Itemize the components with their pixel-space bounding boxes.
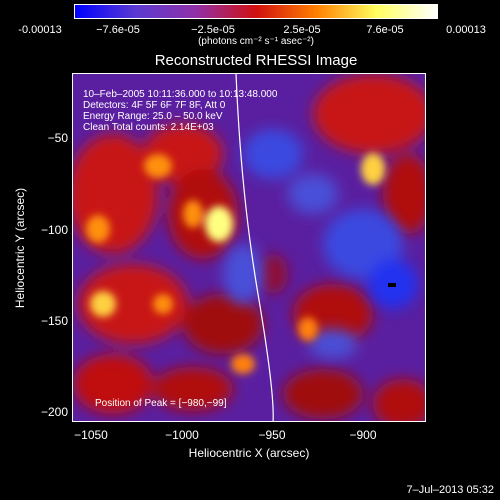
colorbar-gradient: [75, 5, 437, 18]
solar-limb-line: [235, 74, 274, 421]
x-tick-label: −900: [349, 428, 377, 442]
colorbar-tick-label: 7.6e-05: [366, 24, 404, 36]
colorbar-tick-label: −2.5e-05: [191, 24, 235, 36]
info-energy-range: Energy Range: 25.0 – 50.0 keV: [83, 111, 223, 122]
y-tick-label: −100: [40, 223, 68, 237]
y-tick-label: −150: [40, 314, 68, 328]
rhessi-image: [73, 74, 425, 421]
plot-title: Reconstructed RHESSI Image: [154, 52, 358, 69]
colorbar: [74, 4, 438, 19]
footer-date: 7–Jul–2013 05:32: [406, 484, 494, 496]
y-tick-label: −200: [40, 405, 68, 419]
x-tick-label: −1000: [165, 428, 199, 442]
colorbar-tick-label: -0.00013: [18, 24, 62, 36]
peak-marker: [388, 283, 396, 287]
x-axis-label: Heliocentric X (arcsec): [188, 446, 310, 460]
y-tick-label: −50: [47, 131, 68, 145]
info-detectors: Detectors: 4F 5F 6F 7F 8F, Att 0: [83, 100, 226, 111]
emission-red-regions: [73, 74, 425, 421]
y-axis-label: Heliocentric Y (arcsec): [13, 187, 27, 309]
info-clean-counts: Clean Total counts: 2.14E+03: [83, 122, 214, 133]
colorbar-tick-label: 0.00013: [446, 24, 486, 36]
emission-bright-peaks: [86, 153, 385, 374]
x-tick-label: −950: [258, 428, 286, 442]
rhessi-image-plot: 10–Feb–2005 10:11:36.000 to 10:13:48.000…: [72, 73, 426, 422]
x-tick-label: −1050: [74, 428, 108, 442]
colorbar-tick-label: −7.6e-05: [96, 24, 140, 36]
colorbar-units: (photons cm⁻² s⁻¹ asec⁻²): [198, 36, 314, 47]
peak-position-label: Position of Peak = [−980,−99]: [95, 398, 227, 409]
info-time-range: 10–Feb–2005 10:11:36.000 to 10:13:48.000: [83, 89, 278, 100]
emission-blue-regions: [223, 129, 418, 359]
colorbar-tick-label: 2.5e-05: [283, 24, 321, 36]
